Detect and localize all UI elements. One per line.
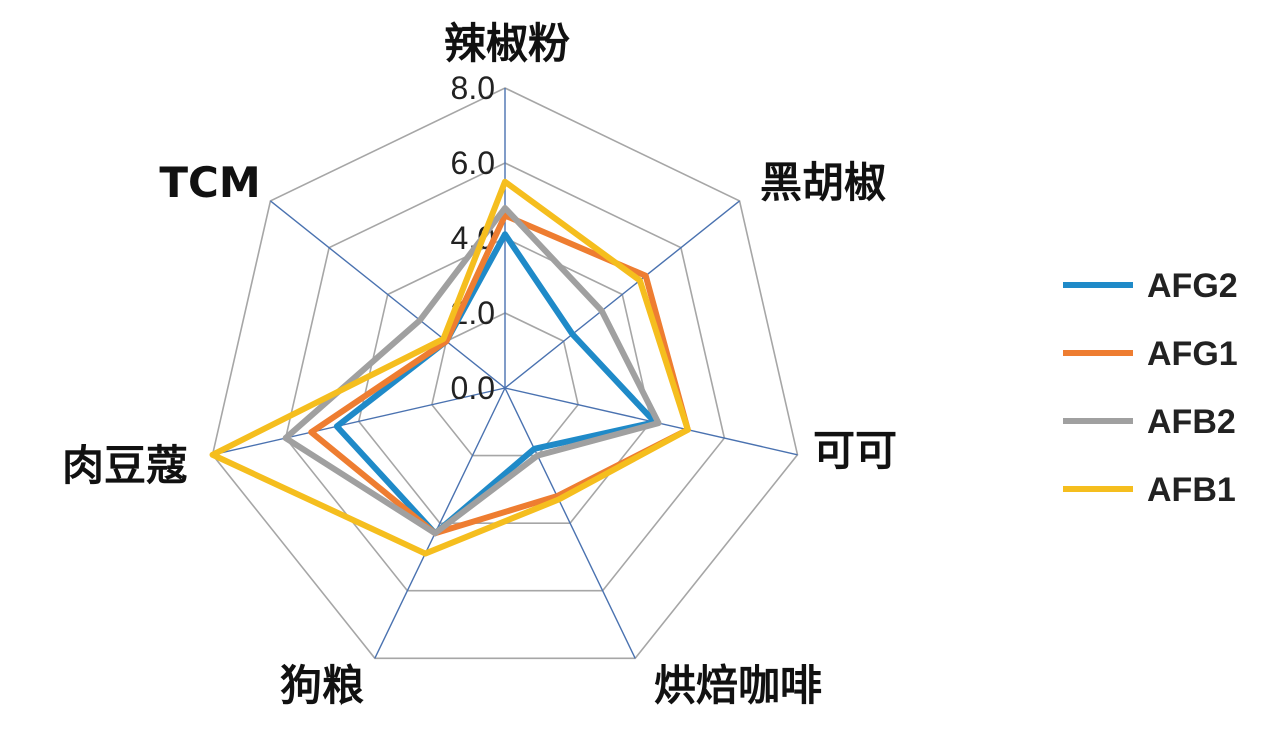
category-label: 烘焙咖啡 [654,661,822,710]
series-afg1-line [308,212,691,537]
legend: AFG2 AFG1 AFB2 AFB1 [1063,267,1238,509]
category-label: TCM [159,158,260,207]
legend-label-afb2: AFB2 [1147,403,1236,441]
tick-labels: 0.02.04.06.08.0 [451,70,495,406]
legend-label-afg2: AFG2 [1147,267,1238,305]
legend-label-afg1: AFG1 [1147,335,1238,373]
tick-label: 0.0 [451,370,495,406]
category-label: 辣椒粉 [444,19,570,68]
category-label: 黑胡椒 [760,158,886,207]
spoke-3 [504,387,636,659]
spoke-1 [504,200,740,389]
category-label: 狗粮 [280,661,364,710]
spoke-5 [212,387,506,456]
series [209,178,691,557]
series-afb2-line [282,205,662,537]
category-label: 肉豆蔻 [62,441,188,490]
grid-ring-1 [431,312,579,457]
grid [211,87,799,660]
series-afb1-line [209,178,691,557]
spoke-6 [270,200,506,389]
tick-label: 6.0 [451,145,495,181]
tick-label: 8.0 [451,70,495,106]
grid-ring-4 [211,87,799,660]
category-label: 可可 [813,426,897,475]
grid-ring-3 [284,162,726,592]
legend-label-afb1: AFB1 [1147,471,1236,509]
spoke-4 [374,387,506,659]
